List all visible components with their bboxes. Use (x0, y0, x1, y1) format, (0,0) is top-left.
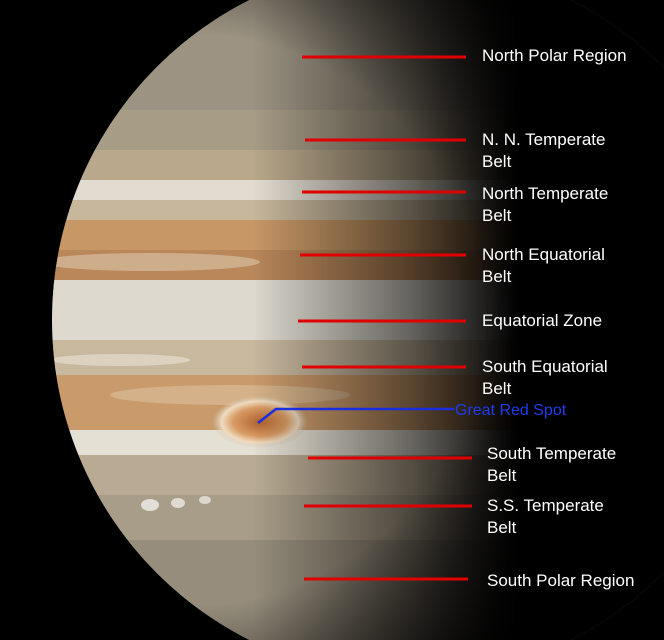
label-south-temperate-belt: South Temperate Belt (487, 444, 617, 485)
label-nn-temperate-belt: N. N. Temperate Belt (482, 130, 606, 171)
label-lines (298, 55, 472, 581)
line-great-red-spot (257, 407, 454, 424)
label-north-polar-region: North Polar Region (482, 46, 627, 65)
label-south-polar-region: South Polar Region (487, 571, 635, 590)
label-north-equatorial-belt: North Equatorial Belt (482, 245, 605, 286)
label-ss-temperate-belt: S.S. Temperate Belt (487, 496, 604, 537)
label-great-red-spot: Great Red Spot (455, 402, 567, 419)
label-south-equatorial-belt: South Equatorial Belt (482, 357, 608, 398)
label-equatorial-zone: Equatorial Zone (482, 311, 603, 330)
label-north-temperate-belt: North Temperate Belt (482, 184, 609, 225)
